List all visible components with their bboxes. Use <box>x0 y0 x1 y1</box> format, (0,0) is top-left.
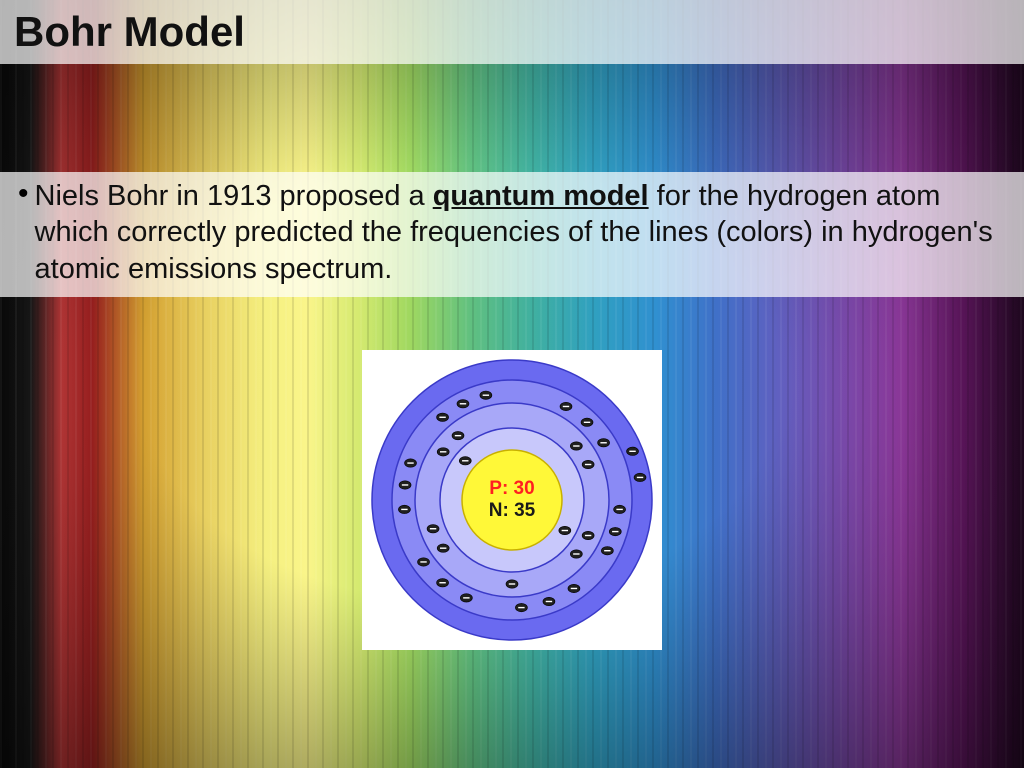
bullet-text-pre: Niels Bohr in 1913 proposed a <box>35 180 433 212</box>
bullet-marker-icon: • <box>18 178 29 210</box>
title-band: Bohr Model <box>0 0 1024 64</box>
bullet-item: • Niels Bohr in 1913 proposed a quantum … <box>18 178 1006 287</box>
bohr-diagram: P: 30N: 35 <box>362 350 662 650</box>
svg-text:P: 30: P: 30 <box>489 478 534 499</box>
svg-text:N: 35: N: 35 <box>489 500 536 521</box>
bullet-text: Niels Bohr in 1913 proposed a quantum mo… <box>35 178 1006 287</box>
bohr-svg: P: 30N: 35 <box>362 350 662 650</box>
bullet-text-underlined: quantum model <box>433 180 649 212</box>
body-band: • Niels Bohr in 1913 proposed a quantum … <box>0 172 1024 297</box>
slide-title: Bohr Model <box>14 8 245 56</box>
